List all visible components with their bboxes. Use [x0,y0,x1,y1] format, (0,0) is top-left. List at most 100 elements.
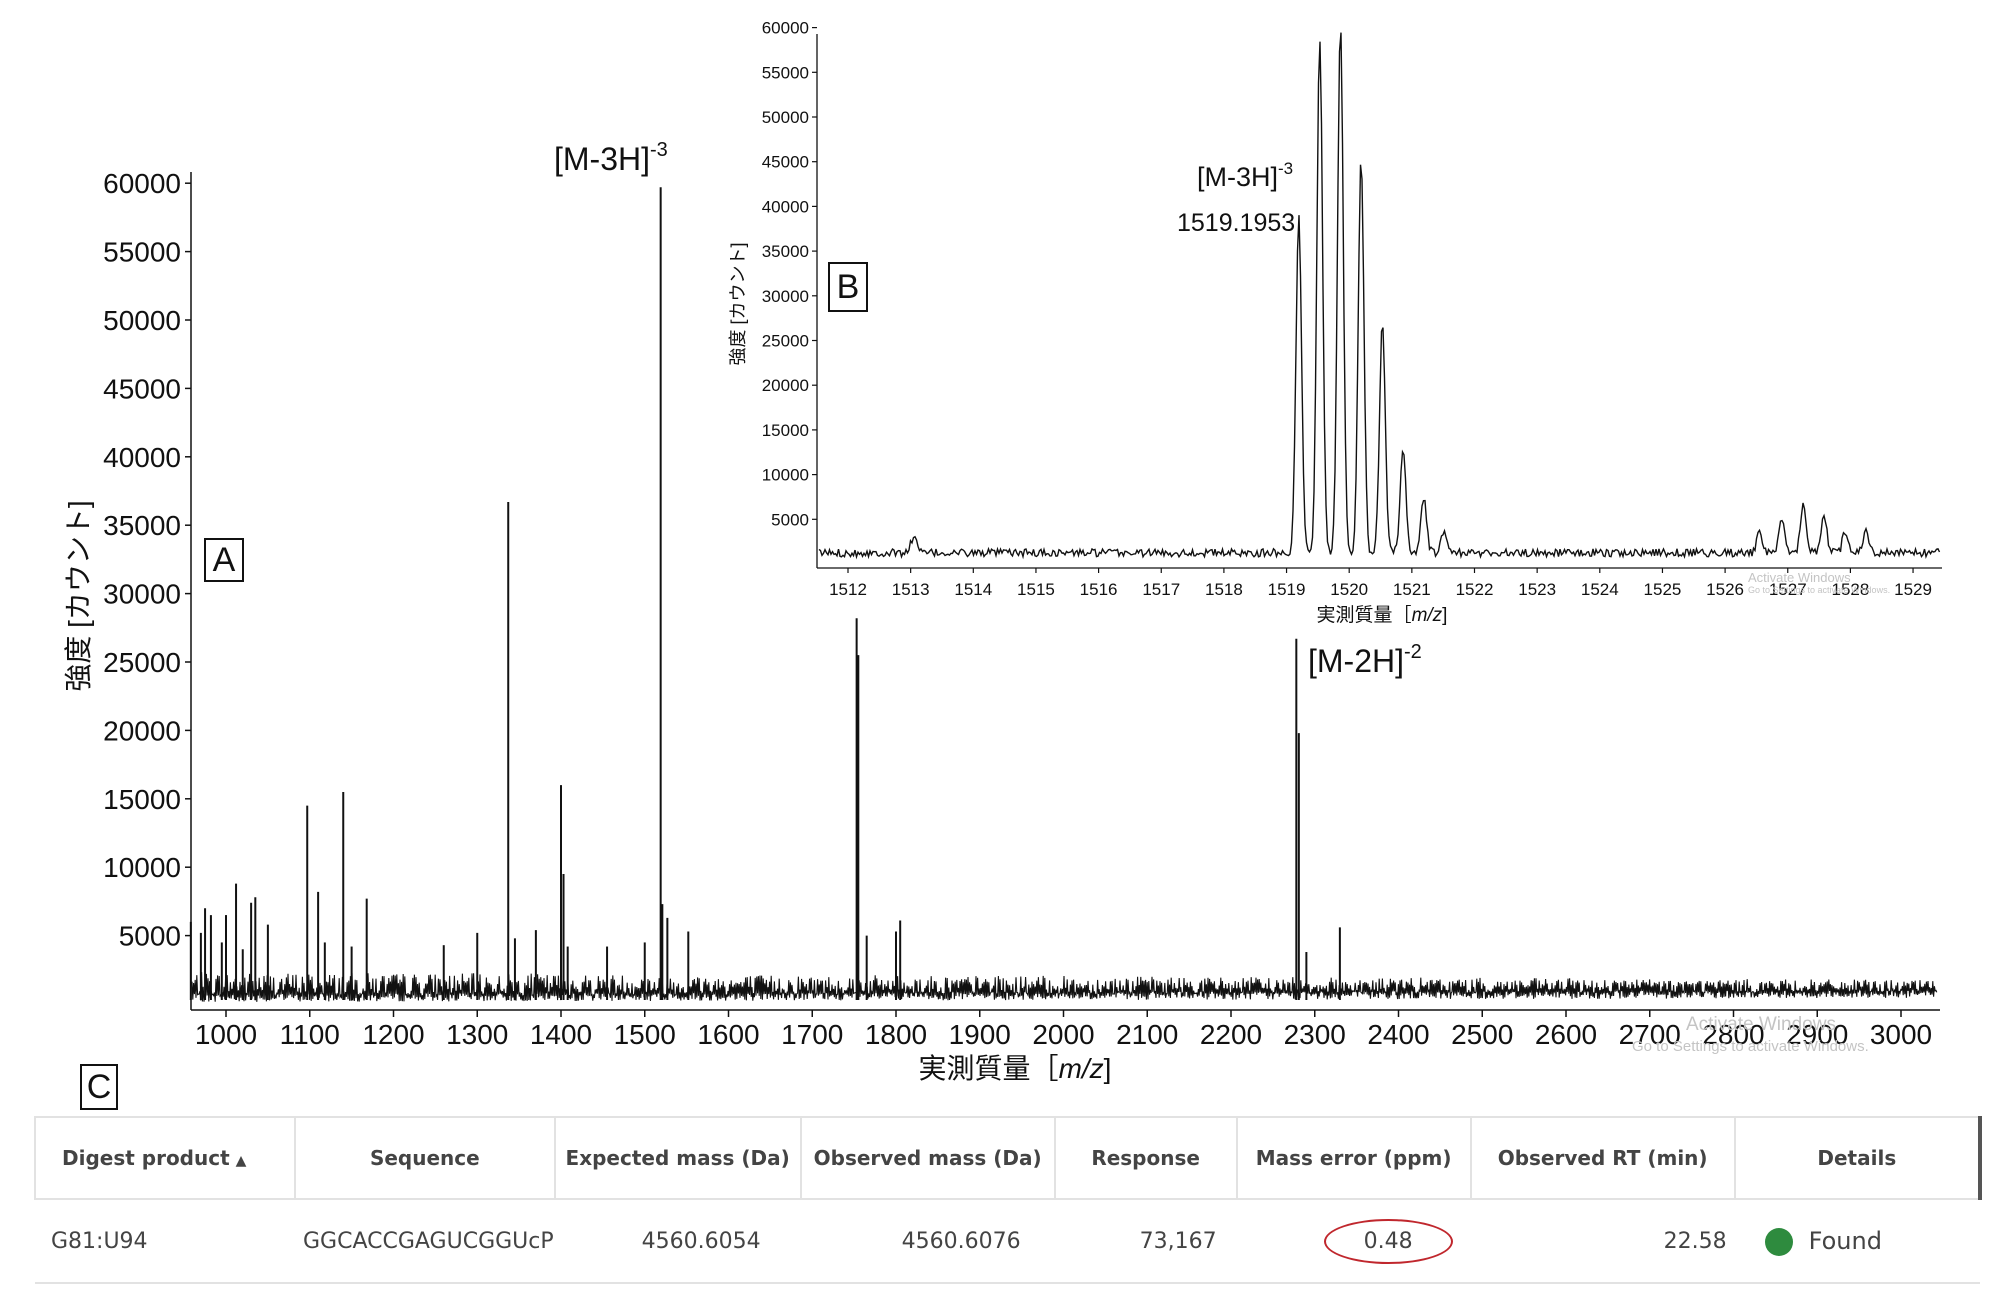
cell-expected-mass: 4560.6054 [554,1198,801,1284]
b-xtick-label: 1515 [1017,580,1055,599]
a-xtick-label: 1500 [614,1019,676,1050]
a-xtick-label: 1100 [280,1019,340,1050]
a-xtick-label: 2100 [1116,1019,1178,1050]
col-observed-rt[interactable]: Observed RT (min) [1469,1116,1736,1200]
a-ytick-label: 25000 [103,647,181,678]
b-ytick-label: 25000 [762,332,809,351]
col-observed-mass[interactable]: Observed mass (Da) [799,1116,1056,1200]
watermark-b-line1: Activate Windows [1748,570,1851,585]
chart-a-baseline-noise [191,972,1938,1002]
b-ytick-label: 30000 [762,287,809,306]
watermark-a: Activate Windows Go to Settings to activ… [1632,1014,1869,1058]
a-xtick-label: 2000 [1032,1019,1094,1050]
b-ytick-label: 45000 [762,153,809,172]
a-xtick-label: 1000 [195,1019,257,1050]
mass-error-value: 0.48 [1363,1228,1413,1254]
a-xtick-label: 2400 [1367,1019,1429,1050]
spectrum-chart-a: 5000 10000 15000 20000 25000 30000 35000 40000 4… [63,139,1940,1084]
b-ytick-label: 60000 [762,19,809,38]
sort-ascending-icon[interactable]: ▲ [235,1153,247,1169]
status-found-icon [1764,1227,1793,1256]
chart-b-background [814,30,1944,570]
cell-digest-product: G81:U94 [35,1198,295,1284]
a-xtick-label: 2500 [1451,1019,1513,1050]
a-xtick-label: 1300 [446,1019,508,1050]
col-mass-error[interactable]: Mass error (ppm) [1235,1116,1472,1200]
a-ytick-label: 15000 [103,784,181,815]
col-response[interactable]: Response [1053,1116,1238,1200]
cell-response: 73,167 [1054,1198,1237,1284]
b-xtick-label: 1528 [1831,580,1869,599]
b-ytick-label: 10000 [762,466,809,485]
b-xtick-label: 1512 [829,580,867,599]
b-ytick-label: 40000 [762,197,809,216]
watermark-b: Activate Windows Go to Settings to activ… [1748,570,1891,596]
col-digest-product[interactable]: Digest product ▲ [34,1116,296,1200]
svg-text:[M-3H]-3: [M-3H]-3 [1197,159,1293,192]
watermark-b-line2: Go to Settings to activate Windows. [1748,585,1891,595]
b-xtick-label: 1513 [892,580,930,599]
a-xtick-label: 1200 [362,1019,424,1050]
b-xtick-label: 1525 [1644,580,1682,599]
a-xtick-label: 2900 [1786,1019,1848,1050]
annotation-b-mz-value: 1519.1953 [1177,209,1295,237]
a-ytick-label: 10000 [103,852,181,883]
b-xtick-label: 1520 [1330,580,1368,599]
annotation-b-m3h: [M-3H]-3 1519.1953 [1177,159,1295,237]
col-details[interactable]: Details [1733,1116,1983,1200]
results-table: Digest product ▲ Sequence Expected mass (… [34,1116,1983,1284]
a-ytick-label: 55000 [103,237,181,268]
panel-label-c: C [80,1064,118,1110]
a-ytick-label: 45000 [103,373,181,404]
b-ytick-label: 20000 [762,376,809,395]
chart-b-xlabel: 実測質量［m/z] [1317,604,1448,626]
chart-b-trace [818,32,1941,560]
b-xtick-label: 1522 [1456,580,1494,599]
a-xtick-label: 2200 [1200,1019,1262,1050]
a-xtick-label: 1900 [949,1019,1011,1050]
a-xtick-label: 1800 [865,1019,927,1050]
b-xtick-label: 1527 [1769,580,1807,599]
b-xtick-label: 1524 [1581,580,1619,599]
b-xtick-label: 1529 [1894,580,1932,599]
b-ytick-label: 55000 [762,63,809,82]
a-xtick-label: 1700 [781,1019,843,1050]
b-xtick-label: 1523 [1518,580,1556,599]
b-ytick-label: 15000 [762,421,809,440]
panel-label-b: B [828,262,868,312]
a-ytick-label: 5000 [119,921,181,952]
chart-a-axes [190,172,1940,1011]
a-ytick-label: 35000 [103,510,181,541]
b-xtick-label: 1516 [1080,580,1118,599]
col-expected-mass[interactable]: Expected mass (Da) [553,1116,802,1200]
col-sequence[interactable]: Sequence [294,1116,556,1200]
a-xtick-label: 2700 [1619,1019,1681,1050]
a-xtick-label: 2800 [1702,1019,1764,1050]
table-row[interactable]: G81:U94 GGCACCGAGUCGGUcP 4560.6054 4560.… [35,1198,1980,1284]
chart-b-ylabel: 強度 [カウント] [728,242,748,365]
b-xtick-label: 1521 [1393,580,1431,599]
panel-label-a: A [204,538,244,582]
annotation-m2h: [M-2H]-2 [1308,641,1422,679]
b-ytick-label: 35000 [762,242,809,261]
spectrum-chart-b: 5000 10000 15000 20000 25000 30000 35000 40000 4… [728,19,1944,626]
cell-observed-rt: 22.58 [1470,1198,1735,1284]
a-xtick-label: 2300 [1284,1019,1346,1050]
a-ytick-label: 20000 [103,715,181,746]
b-ytick-label: 50000 [762,108,809,127]
b-ytick-label: 5000 [771,510,809,529]
chart-a-ylabel: 強度 [カウント] [63,500,94,691]
highlight-ring: 0.48 [1323,1218,1453,1264]
a-ytick-label: 30000 [103,579,181,610]
b-xtick-label: 1517 [1142,580,1180,599]
b-xtick-label: 1526 [1706,580,1744,599]
b-xtick-label: 1519 [1268,580,1306,599]
cell-mass-error: 0.48 [1236,1198,1471,1284]
a-ytick-label: 50000 [103,305,181,336]
a-xtick-label: 3000 [1870,1019,1932,1050]
watermark-a-line1: Activate Windows [1686,1014,1836,1035]
a-ytick-label: 60000 [103,168,181,199]
a-xtick-label: 1600 [697,1019,759,1050]
a-xtick-label: 2600 [1535,1019,1597,1050]
cell-details: Found [1734,1198,1980,1284]
